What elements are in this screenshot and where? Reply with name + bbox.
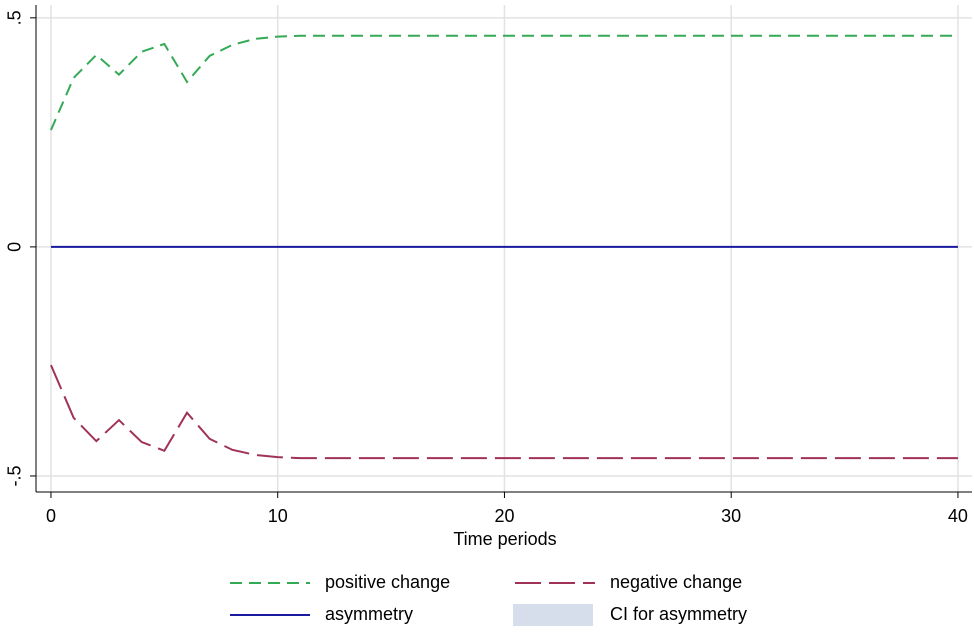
x-tick-label: 10	[268, 506, 288, 526]
x-tick-label: 30	[721, 506, 741, 526]
x-axis-label: Time periods	[453, 529, 556, 549]
x-tick-label: 0	[46, 506, 56, 526]
series-line	[50, 364, 958, 460]
y-tick-label: 0	[5, 242, 25, 252]
x-tick-label: 20	[494, 506, 514, 526]
legend-label: negative change	[610, 572, 742, 592]
y-tick-label: .5	[5, 10, 25, 25]
legend-label: positive change	[325, 572, 450, 592]
legend-label: asymmetry	[325, 604, 413, 624]
legend-label: CI for asymmetry	[610, 604, 747, 624]
legend-swatch	[513, 604, 593, 626]
series-line	[50, 34, 958, 131]
y-tick-label: -.5	[5, 465, 25, 486]
x-tick-label: 40	[948, 506, 968, 526]
